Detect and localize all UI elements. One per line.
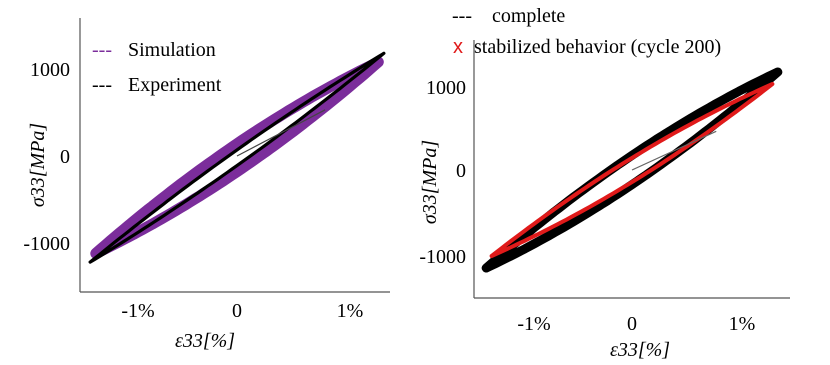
legend-marker-simulation: ---: [92, 39, 112, 61]
loops-right: [481, 67, 783, 273]
x-axis-label-right: ε33[%]: [610, 339, 670, 361]
y-tick-left-0: 0: [60, 146, 70, 168]
x-tick-right-0: 0: [627, 313, 637, 335]
legend-marker-complete: ---: [452, 5, 472, 27]
legend-label-experiment: Experiment: [128, 74, 222, 96]
x-tick-right-minus1: -1%: [517, 313, 550, 335]
initial-loading-line: [236, 109, 326, 157]
x-tick-left-0: 0: [232, 300, 242, 322]
legend-label-complete: complete: [492, 5, 565, 27]
legend-marker-experiment: ---: [92, 74, 112, 96]
chart-right: 1000 0 -1000 -1% 0 1% ε33[%] σ33[MPa] --…: [419, 5, 790, 361]
legend-label-stabilized: stabilized behavior (cycle 200): [474, 36, 721, 58]
series-loop-simulation: [90, 56, 384, 259]
y-tick-left-minus1000: -1000: [23, 233, 70, 255]
legend-marker-stabilized: x: [453, 36, 463, 58]
x-tick-right-1: 1%: [729, 313, 756, 335]
y-axis-label-right: σ33[MPa]: [419, 140, 441, 224]
legend-label-simulation: Simulation: [128, 39, 216, 61]
y-tick-right-minus1000: -1000: [419, 246, 466, 268]
y-tick-right-1000: 1000: [426, 77, 466, 99]
y-axis-label-left: σ33[MPa]: [27, 123, 49, 207]
initial-loading-line: [631, 130, 717, 171]
y-tick-right-0: 0: [456, 160, 466, 182]
y-tick-left-1000: 1000: [30, 59, 70, 81]
x-tick-left-1: 1%: [337, 300, 364, 322]
series-loop-stabilized-behavior-cycle-200-: [489, 82, 775, 258]
x-tick-left-minus1: -1%: [121, 300, 154, 322]
series-loop-experiment: [88, 51, 386, 264]
chart-left: 1000 0 -1000 -1% 0 1% ε33[%] σ33[MPa] --…: [23, 18, 390, 352]
x-axis-label-left: ε33[%]: [175, 330, 235, 352]
loops-left: [88, 51, 386, 264]
